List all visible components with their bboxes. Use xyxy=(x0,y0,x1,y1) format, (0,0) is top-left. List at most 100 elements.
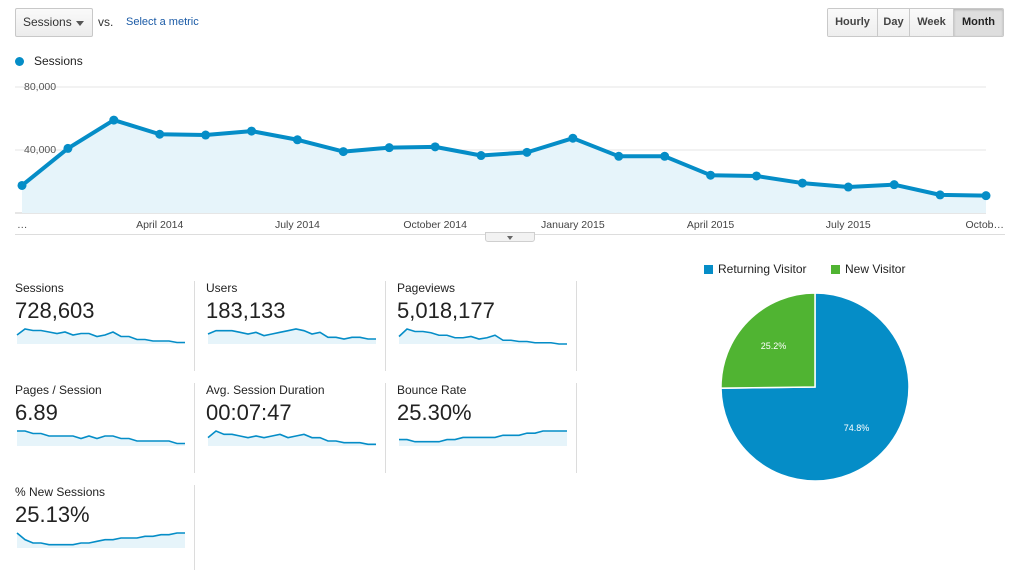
chevron-down-icon xyxy=(76,21,84,26)
pie-slice[interactable] xyxy=(720,292,816,389)
scorecard-title: Users xyxy=(206,281,238,295)
sparkline-area xyxy=(399,431,567,446)
select-metric-link[interactable]: Select a metric xyxy=(126,16,199,28)
scorecard-value: 25.13% xyxy=(15,502,90,527)
scorecard-title: Avg. Session Duration xyxy=(206,383,325,397)
sparkline-line xyxy=(207,328,376,340)
scorecard-value: 728,603 xyxy=(15,298,95,323)
sparkline-area xyxy=(399,329,567,344)
sparkline xyxy=(207,328,376,344)
data-point[interactable] xyxy=(935,190,945,200)
x-tick-label: July 2015 xyxy=(826,219,871,231)
chart-collapse-handle[interactable] xyxy=(485,232,535,242)
sparkline xyxy=(17,430,185,446)
sparkline-area xyxy=(208,329,376,344)
metric-dropdown[interactable]: Sessions xyxy=(15,8,93,37)
x-tick-label: April 2014 xyxy=(136,219,183,231)
sessions-line xyxy=(20,118,987,198)
metric-dropdown-value: Sessions xyxy=(23,15,72,29)
x-tick-label: Octob… xyxy=(965,219,1004,231)
scorecard-pageviews[interactable]: Pageviews 5,018,177 xyxy=(397,281,577,371)
data-point[interactable] xyxy=(338,147,348,157)
data-point[interactable] xyxy=(797,178,807,188)
x-tick-label: January 2015 xyxy=(541,219,605,231)
data-point[interactable] xyxy=(292,135,302,145)
scorecard-bounce-rate[interactable]: Bounce Rate 25.30% xyxy=(397,383,577,473)
scorecard-value: 00:07:47 xyxy=(206,400,292,425)
scorecard-title: Pages / Session xyxy=(15,383,102,397)
scorecard-new-sessions[interactable]: % New Sessions 25.13% xyxy=(15,485,195,570)
chevron-down-icon xyxy=(507,236,513,240)
sparkline-area xyxy=(17,431,185,446)
data-point[interactable] xyxy=(751,171,761,181)
sparkline-line xyxy=(16,532,185,546)
data-point[interactable] xyxy=(384,143,394,153)
scorecard-title: Bounce Rate xyxy=(397,383,467,397)
data-point[interactable] xyxy=(109,115,119,125)
sparkline xyxy=(16,532,185,548)
data-point[interactable] xyxy=(63,143,73,153)
data-point[interactable] xyxy=(889,180,899,190)
sparkline xyxy=(207,430,376,446)
sparkline-line xyxy=(399,430,567,443)
sessions-area-fill xyxy=(22,120,986,213)
scorecard-pages-per-session[interactable]: Pages / Session 6.89 xyxy=(15,383,195,473)
sparkline xyxy=(398,328,567,345)
data-point[interactable] xyxy=(843,182,853,192)
sparkline xyxy=(16,328,185,344)
data-point[interactable] xyxy=(660,151,670,161)
pie-legend-new[interactable]: New Visitor xyxy=(831,262,905,276)
pie-slice-label: 25.2% xyxy=(761,341,787,351)
x-tick-label: … xyxy=(17,219,28,231)
x-tick-label: October 2014 xyxy=(403,219,467,231)
scorecard-title: Sessions xyxy=(15,281,64,295)
scorecard-title: % New Sessions xyxy=(15,485,106,499)
pie-slice[interactable] xyxy=(720,292,910,482)
granularity-toggle: Hourly Day Week Month xyxy=(827,8,1004,37)
scorecard-avg-session-duration[interactable]: Avg. Session Duration 00:07:47 xyxy=(206,383,386,473)
y-tick-label: 80,000 xyxy=(24,81,56,93)
sessions-over-time-chart: 80,000 40,000 … April 2014 July 2014 October … xyxy=(15,81,1004,231)
data-point[interactable] xyxy=(614,151,624,161)
sparkline-line xyxy=(207,430,376,446)
data-point[interactable] xyxy=(201,130,211,140)
sparkline-line xyxy=(17,430,185,445)
scorecard-sessions[interactable]: Sessions 728,603 xyxy=(15,281,195,371)
sessions-legend-marker xyxy=(15,57,24,66)
scorecard-value: 6.89 xyxy=(15,400,58,425)
data-point[interactable] xyxy=(522,147,532,157)
pie-legend-label: Returning Visitor xyxy=(718,262,807,276)
visitor-type-pie-chart: 74.8% 25.2% xyxy=(720,292,910,482)
scorecard-value: 5,018,177 xyxy=(397,298,495,323)
sessions-legend-label: Sessions xyxy=(34,54,83,68)
data-point[interactable] xyxy=(430,142,440,152)
x-tick-label: July 2014 xyxy=(275,219,320,231)
sparkline-line xyxy=(398,328,567,345)
data-point[interactable] xyxy=(706,170,716,180)
pie-slice-label: 74.8% xyxy=(844,423,870,433)
data-point[interactable] xyxy=(155,129,165,139)
month-button[interactable]: Month xyxy=(954,9,1003,36)
returning-visitor-swatch xyxy=(704,265,713,274)
scorecard-title: Pageviews xyxy=(397,281,456,295)
scorecard-value: 25.30% xyxy=(397,400,472,425)
sparkline xyxy=(399,430,567,446)
sparkline-area xyxy=(208,431,376,446)
x-tick-label: April 2015 xyxy=(687,219,734,231)
week-button[interactable]: Week xyxy=(910,9,954,36)
scorecard-users[interactable]: Users 183,133 xyxy=(206,281,386,371)
pie-legend-returning[interactable]: Returning Visitor xyxy=(704,262,807,276)
y-tick-label: 40,000 xyxy=(24,144,56,156)
data-point[interactable] xyxy=(981,191,991,201)
hourly-button[interactable]: Hourly xyxy=(828,9,878,36)
data-point[interactable] xyxy=(17,180,27,190)
scorecard-value: 183,133 xyxy=(206,298,286,323)
pie-legend-label: New Visitor xyxy=(845,262,906,276)
data-point[interactable] xyxy=(476,151,486,161)
data-point[interactable] xyxy=(568,133,578,143)
data-point[interactable] xyxy=(247,126,257,136)
new-visitor-swatch xyxy=(831,265,840,274)
day-button[interactable]: Day xyxy=(878,9,910,36)
vs-label: vs. xyxy=(98,15,114,29)
sparkline-line xyxy=(16,328,185,344)
